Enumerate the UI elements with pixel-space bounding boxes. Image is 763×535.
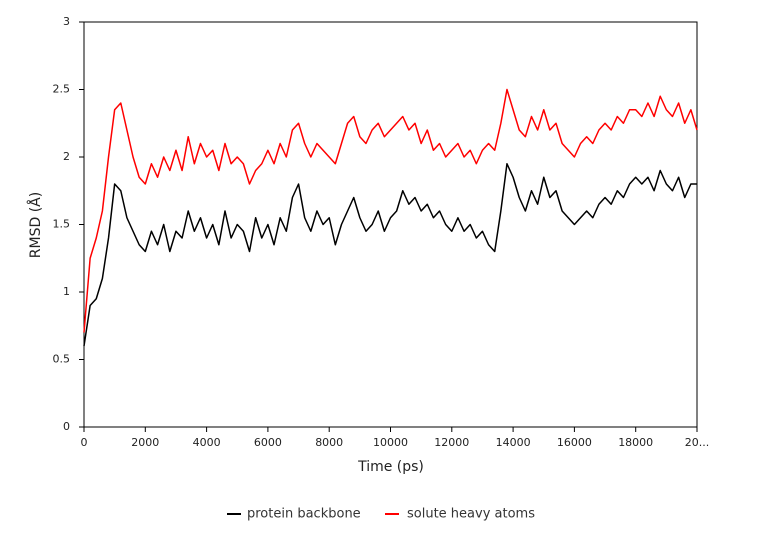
x-tick-label: 0 [81,436,88,449]
legend-label: protein backbone [247,507,361,522]
legend: protein backbone solute heavy atoms [227,507,535,522]
x-axis-label: Time (ps) [357,459,424,475]
x-tick-label: 2000 [131,436,159,449]
y-tick-label: 1.5 [53,218,71,231]
plot-frame [83,21,698,428]
x-tick-label: 18000 [618,436,653,449]
y-tick-label: 3 [63,15,70,28]
x-tick-label: 6000 [254,436,282,449]
y-axis-label: RMSD (Å) [27,192,44,258]
x-tick-label: 4000 [193,436,221,449]
line-series [83,163,697,347]
y-tick-label: 0 [63,420,70,433]
x-tick-label: 10000 [373,436,408,449]
x-tick-label: 16000 [557,436,592,449]
line-series [83,88,698,333]
y-tick-label: 2 [63,150,70,163]
x-tick-label: 8000 [315,436,343,449]
x-tick-label: 14000 [496,436,531,449]
y-tick-label: 2.5 [53,83,71,96]
y-tick-label: 1 [63,285,70,298]
legend-label: solute heavy atoms [407,507,535,522]
y-tick-label: 0.5 [53,353,71,366]
x-tick-label: 20... [685,436,710,449]
x-tick-label: 12000 [434,436,469,449]
